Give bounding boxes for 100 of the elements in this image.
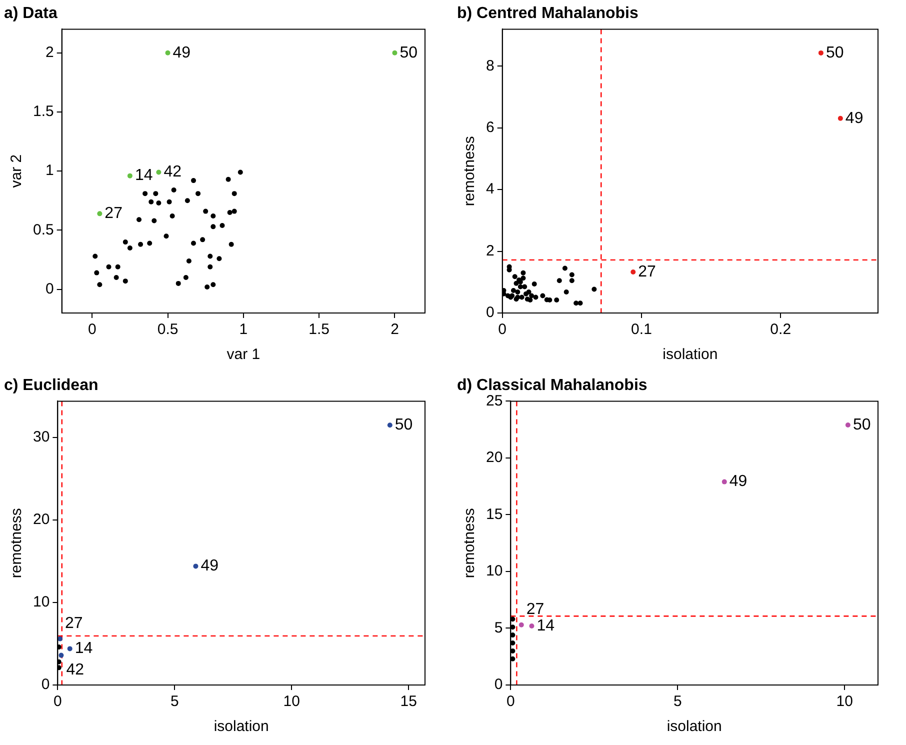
annotation: 42 <box>164 164 182 181</box>
annotation: 50 <box>852 416 871 434</box>
point <box>208 264 213 270</box>
annotation: 14 <box>74 640 93 658</box>
point <box>540 293 546 298</box>
point <box>510 616 516 622</box>
point <box>190 240 196 246</box>
chart-title: d) Classical Mahalanobis <box>457 377 648 394</box>
y-tick-label: 0 <box>41 676 50 694</box>
y-tick-label: 5 <box>494 619 503 636</box>
y-axis-title: var 2 <box>8 154 26 188</box>
annotation: 50 <box>394 416 413 434</box>
point <box>630 269 636 274</box>
point <box>574 300 579 306</box>
point <box>564 290 569 295</box>
point <box>58 652 64 658</box>
y-tick-label: 15 <box>486 506 503 523</box>
annotation: 50 <box>826 44 844 62</box>
point <box>216 256 222 262</box>
annotation: 42 <box>66 662 84 679</box>
point <box>722 479 727 484</box>
point <box>186 258 192 264</box>
point <box>67 646 72 652</box>
point <box>228 242 234 247</box>
point <box>156 170 162 175</box>
annotation: 49 <box>200 558 219 575</box>
annotation: 27 <box>65 615 83 632</box>
annotation: 49 <box>845 110 864 127</box>
point <box>520 276 526 281</box>
y-tick-label: 0 <box>46 280 54 298</box>
x-tick-label: 10 <box>836 693 853 710</box>
point <box>153 191 158 196</box>
point <box>115 264 120 270</box>
annotation: 49 <box>172 44 191 62</box>
point <box>510 656 516 662</box>
point <box>97 211 102 216</box>
x-axis-title: isolation <box>666 718 722 736</box>
y-tick-label: 20 <box>32 511 50 528</box>
annotation: 27 <box>104 205 123 222</box>
point <box>554 298 560 303</box>
x-tick-label: 0 <box>506 693 515 710</box>
x-tick-label: 5 <box>170 693 179 710</box>
y-tick-label: 0 <box>486 304 494 322</box>
point <box>226 176 231 182</box>
point <box>512 274 518 280</box>
point <box>392 50 398 56</box>
point <box>238 170 243 175</box>
x-axis-title: isolation <box>662 346 718 364</box>
x-axis-title: isolation <box>214 718 269 736</box>
point <box>510 632 516 638</box>
point <box>147 240 152 246</box>
x-tick-label: 0.1 <box>631 321 652 338</box>
point <box>526 290 532 295</box>
point <box>122 240 128 245</box>
annotation: 49 <box>729 473 748 490</box>
point <box>170 214 175 219</box>
point <box>208 254 213 259</box>
point <box>520 270 526 276</box>
point <box>592 286 597 292</box>
point <box>58 665 62 670</box>
point <box>514 280 519 286</box>
point <box>114 275 119 280</box>
point <box>210 224 216 230</box>
y-tick-label: 0.5 <box>32 221 54 238</box>
point <box>838 116 843 121</box>
annotation: 27 <box>526 601 544 618</box>
point <box>232 191 237 196</box>
y-tick-label: 10 <box>486 562 503 580</box>
point <box>562 266 568 271</box>
point <box>510 624 516 630</box>
point <box>136 217 142 222</box>
point <box>127 245 132 250</box>
point <box>510 288 516 293</box>
point <box>528 298 533 303</box>
point <box>532 282 537 287</box>
annotation: 27 <box>638 263 656 280</box>
point <box>210 282 216 288</box>
point <box>122 278 128 284</box>
x-axis-title: var 1 <box>226 346 260 364</box>
y-axis-title: remotness <box>461 136 478 206</box>
point <box>232 208 237 214</box>
point <box>522 284 528 290</box>
y-tick-label: 2 <box>46 44 54 61</box>
point <box>818 50 824 56</box>
x-tick-label: 15 <box>400 693 417 710</box>
point <box>518 284 523 290</box>
point <box>204 284 210 290</box>
point <box>220 222 225 228</box>
point <box>184 198 190 204</box>
point <box>510 648 516 654</box>
point <box>845 422 850 428</box>
point <box>193 564 198 569</box>
x-tick-label: 10 <box>283 693 300 710</box>
point <box>152 218 157 224</box>
y-tick-label: 4 <box>486 180 494 198</box>
point <box>569 278 574 284</box>
point <box>127 173 132 178</box>
point <box>518 622 524 628</box>
x-tick-label: 0 <box>88 321 96 338</box>
point <box>183 275 188 280</box>
